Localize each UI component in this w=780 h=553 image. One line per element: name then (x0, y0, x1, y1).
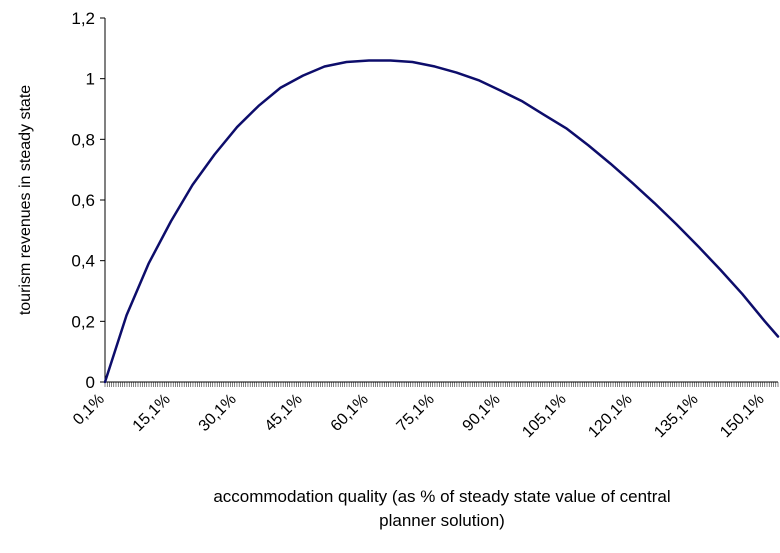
x-tick-label: 120,1% (585, 391, 635, 441)
y-axis-ticks: 0 0,2 0,4 0,6 0,8 1 1,2 (71, 9, 105, 392)
x-tick-label: 90,1% (460, 391, 504, 435)
y-tick-label: 0,8 (71, 130, 95, 149)
x-tick-label: 150,1% (717, 391, 767, 441)
x-tick-label: 105,1% (519, 391, 569, 441)
x-tick-label: 45,1% (262, 391, 306, 435)
y-tick-label: 0 (86, 373, 95, 392)
x-tick-label: 30,1% (196, 391, 240, 435)
x-tick-label: 135,1% (651, 391, 701, 441)
x-tick-label: 60,1% (328, 391, 372, 435)
y-tick-label: 0,6 (71, 191, 95, 210)
x-axis-title-line-2: planner solution) (379, 511, 505, 530)
y-tick-label: 0,2 (71, 312, 95, 331)
series-line (103, 59, 780, 384)
x-axis-title-line-1: accommodation quality (as % of steady st… (213, 487, 670, 506)
series-group (103, 59, 780, 384)
y-tick-label: 1 (86, 70, 95, 89)
y-tick-label: 0,4 (71, 252, 95, 271)
x-minor-ticks (104, 382, 779, 387)
y-axis-title: tourism revenues in steady state (17, 85, 34, 315)
x-axis-tick-labels: 0,1% 15,1% 30,1% 45,1% 60,1% 75,1% 90,1% 105,1%… (70, 391, 768, 441)
x-tick-label: 75,1% (394, 391, 438, 435)
axes (104, 18, 778, 383)
y-tick-label: 1,2 (71, 9, 95, 28)
x-tick-label: 0,1% (70, 391, 108, 429)
x-tick-label: 15,1% (130, 391, 174, 435)
